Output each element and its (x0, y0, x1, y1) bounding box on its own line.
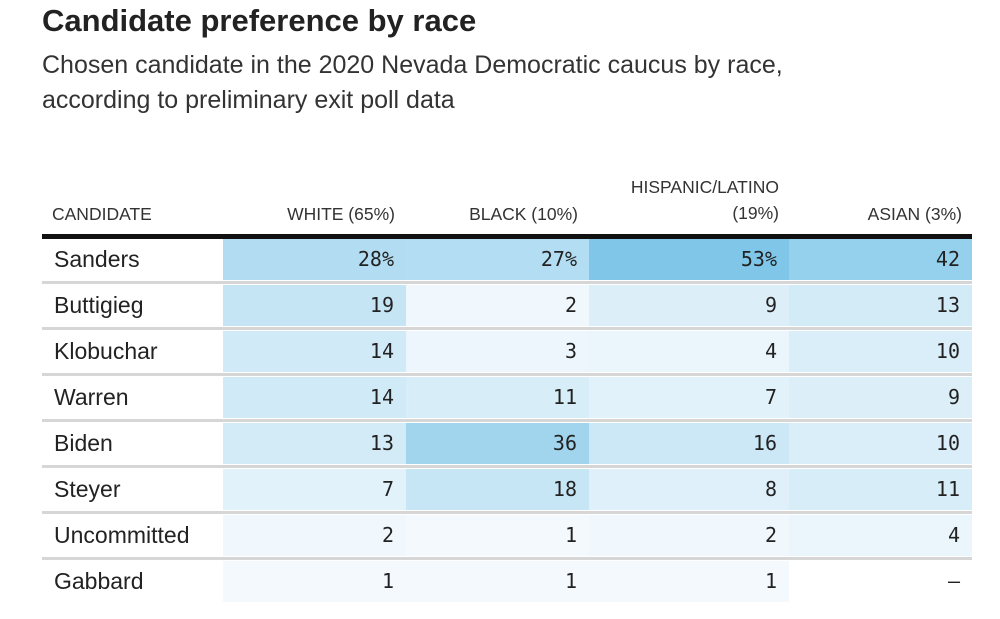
cell-biden-black: 36 (406, 423, 589, 464)
cell-sanders-hispanic: 53% (589, 239, 789, 280)
row-separator (42, 373, 972, 376)
candidate-warren: Warren (54, 384, 129, 410)
cell-uncommitted-black: 1 (406, 515, 589, 556)
header-hispanic-line-1: HISPANIC/LATINO (630, 177, 779, 197)
cell-buttigieg-white: 19 (223, 285, 406, 326)
cell-uncommitted-hispanic: 2 (589, 515, 789, 556)
cell-gabbard-asian: – (789, 561, 972, 602)
candidate-sanders: Sanders (54, 246, 140, 272)
row-separator (42, 511, 972, 514)
candidate-steyer: Steyer (54, 476, 121, 502)
cell-klobuchar-asian: 10 (789, 331, 972, 372)
cell-sanders-white: 28% (223, 239, 406, 280)
cell-klobuchar-white: 14 (223, 331, 406, 372)
cell-klobuchar-black: 3 (406, 331, 589, 372)
cell-uncommitted-asian: 4 (789, 515, 972, 556)
cell-buttigieg-asian: 13 (789, 285, 972, 326)
cell-uncommitted-white: 2 (223, 515, 406, 556)
cell-sanders-asian: 42 (789, 239, 972, 280)
row-separator (42, 419, 972, 422)
cell-steyer-black: 18 (406, 469, 589, 510)
header-asian: ASIAN (3%) (867, 204, 962, 224)
row-separator (42, 327, 972, 330)
header-rule (42, 234, 972, 239)
cell-gabbard-hispanic: 1 (589, 561, 789, 602)
cell-warren-asian: 9 (789, 377, 972, 418)
header-white: WHITE (65%) (287, 204, 395, 224)
cell-steyer-hispanic: 8 (589, 469, 789, 510)
candidate-uncommitted: Uncommitted (54, 522, 190, 548)
cell-buttigieg-hispanic: 9 (589, 285, 789, 326)
candidate-gabbard: Gabbard (54, 568, 144, 594)
cell-buttigieg-black: 2 (406, 285, 589, 326)
candidate-biden: Biden (54, 430, 113, 456)
cell-biden-asian: 10 (789, 423, 972, 464)
cell-klobuchar-hispanic: 4 (589, 331, 789, 372)
subtitle-line-1: Chosen candidate in the 2020 Nevada Demo… (42, 51, 783, 79)
header-hispanic-line-2: (19%) (732, 203, 779, 223)
header-hispanic: HISPANIC/LATINO (19%) (589, 174, 779, 226)
cell-warren-black: 11 (406, 377, 589, 418)
header-black: BLACK (10%) (469, 204, 578, 224)
cell-gabbard-white: 1 (223, 561, 406, 602)
cell-gabbard-black: 1 (406, 561, 589, 602)
cell-biden-white: 13 (223, 423, 406, 464)
row-separator (42, 557, 972, 560)
chart-title: Candidate preference by race (42, 3, 477, 38)
candidate-klobuchar: Klobuchar (54, 338, 158, 364)
cell-steyer-white: 7 (223, 469, 406, 510)
subtitle-line-2: according to preliminary exit poll data (42, 86, 455, 114)
cell-warren-hispanic: 7 (589, 377, 789, 418)
row-separator (42, 465, 972, 468)
row-separator (42, 281, 972, 284)
candidate-buttigieg: Buttigieg (54, 292, 144, 318)
cell-steyer-asian: 11 (789, 469, 972, 510)
header-candidate: CANDIDATE (52, 204, 152, 224)
cell-sanders-black: 27% (406, 239, 589, 280)
cell-warren-white: 14 (223, 377, 406, 418)
chart-subtitle: Chosen candidate in the 2020 Nevada Demo… (42, 48, 942, 118)
cell-biden-hispanic: 16 (589, 423, 789, 464)
